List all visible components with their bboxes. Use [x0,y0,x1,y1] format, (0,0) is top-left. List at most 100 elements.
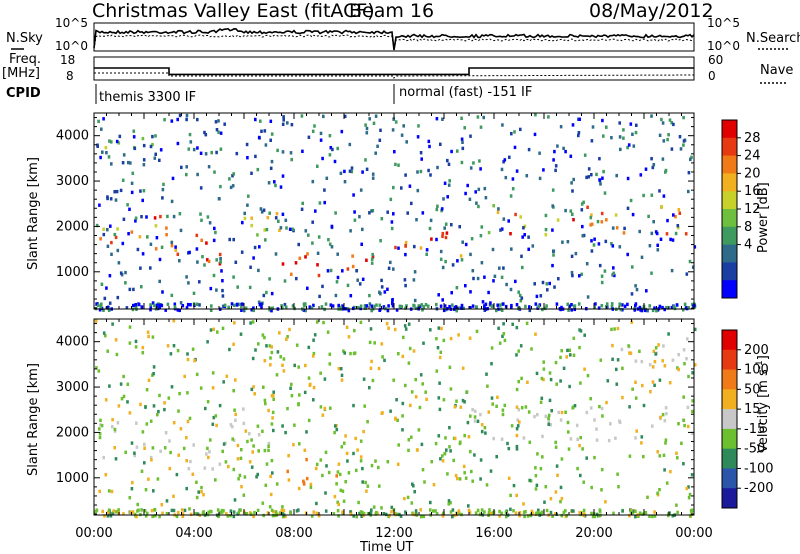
echo-cell [336,500,339,504]
echo-cell [569,209,573,213]
echo-cell [226,514,230,518]
echo-cell [319,138,323,142]
echo-cell [239,508,242,512]
echo-cell [373,341,376,345]
echo-cell [115,189,119,194]
echo-cell [224,460,228,464]
echo-cell [514,212,517,217]
echo-cell [560,349,563,353]
echo-cell [570,181,573,185]
echo-cell [533,414,536,419]
echo-cell [178,113,182,118]
echo-cell [145,388,149,392]
echo-cell [651,380,655,384]
echo-cell [630,320,634,324]
echo-cell [288,227,292,231]
echo-cell [298,442,301,446]
echo-cell [188,132,192,137]
echo-cell [428,144,431,149]
beam-label: Beam 16 [349,0,434,22]
echo-cell [443,304,447,308]
echo-cell [295,509,299,513]
echo-cell [417,304,421,308]
echo-cell [618,245,622,249]
echo-cell [635,123,638,127]
echo-cell [221,288,224,293]
echo-cell [113,190,116,194]
echo-cell [641,512,645,516]
echo-cell [370,359,373,364]
echo-cell [554,164,558,168]
echo-cell [259,119,262,123]
echo-cell [370,257,374,261]
echo-cell [612,266,615,270]
echo-cell [171,176,175,181]
echo-cell [545,282,549,286]
x-tick-label: 00:00 [75,526,112,541]
echo-cell [554,440,557,445]
echo-cell [209,328,213,332]
echo-cell [194,511,198,516]
echo-cell [359,188,363,192]
echo-cell [218,197,221,201]
echo-cell [206,400,210,404]
echo-cell [380,506,383,510]
echo-cell [325,176,329,180]
echo-cell [365,167,369,171]
echo-cell [557,410,560,415]
colorbar-swatch [722,448,737,469]
echo-cell [542,360,545,364]
echo-cell [493,274,497,278]
echo-cell [572,353,576,357]
echo-cell [383,290,387,294]
echo-cell [662,194,666,198]
echo-cell [475,201,478,205]
echo-cell [150,509,154,513]
nsky-panel-frame [93,22,695,52]
echo-cell [453,405,457,409]
echo-cell [618,135,622,139]
echo-cell [289,151,293,155]
echo-cell [250,438,253,442]
echo-cell [683,302,687,306]
echo-cell [447,183,451,187]
echo-cell [656,248,660,252]
echo-cell [525,174,529,178]
echo-cell [170,385,174,389]
echo-cell [380,217,384,221]
echo-cell [463,400,466,404]
echo-cell [109,197,113,201]
echo-cell [110,162,113,166]
echo-cell [658,378,662,382]
echo-cell [407,322,411,326]
echo-cell [305,476,309,481]
echo-cell [288,327,291,332]
echo-cell [390,505,394,510]
echo-cell [461,398,465,403]
echo-cell [290,272,293,276]
echo-cell [419,515,423,519]
echo-cell [600,274,604,278]
echo-cell [380,411,384,415]
echo-cell [564,149,567,154]
echo-cell [187,147,191,151]
nave-tick-top: 60 [708,53,723,67]
echo-cell [484,431,487,435]
echo-cell [642,454,645,459]
echo-cell [328,362,332,366]
echo-cell [163,407,166,412]
echo-cell [265,227,269,232]
echo-cell [495,404,498,408]
echo-cell [602,169,605,174]
echo-cell [667,332,670,336]
echo-cell [570,308,573,312]
echo-cell [215,128,219,132]
echo-cell [242,493,246,497]
echo-cell [364,158,367,162]
echo-cell [651,165,655,170]
echo-cell [615,173,618,178]
echo-cell [187,281,190,285]
echo-cell [98,435,102,440]
echo-cell [572,336,576,340]
